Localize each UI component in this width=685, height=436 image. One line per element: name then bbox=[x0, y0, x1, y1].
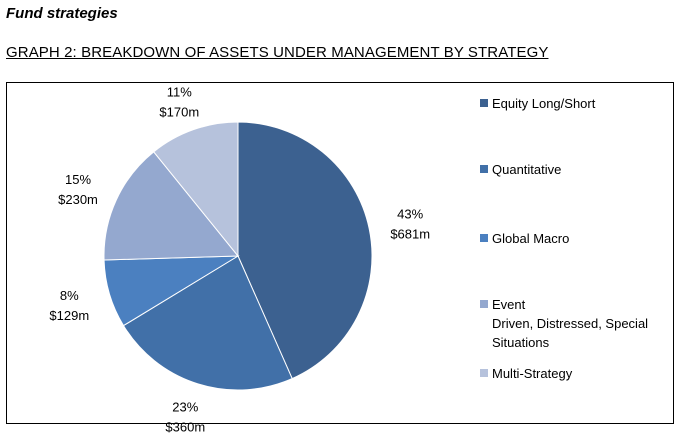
pie-slice-4 bbox=[103, 151, 240, 261]
graph-title: GRAPH 2: BREAKDOWN OF ASSETS UNDER MANAG… bbox=[6, 44, 549, 61]
pie-data-labels: 43% $681m 23% $360m 8% $129m 15% $230m 11% $170m bbox=[49, 85, 430, 435]
legend-swatch bbox=[480, 99, 488, 107]
pie-data-label: 11% $170m bbox=[159, 85, 199, 120]
pie-slice-2 bbox=[122, 255, 293, 391]
pie-percent-label: 23% bbox=[172, 399, 198, 414]
pie-percent-label: 15% bbox=[65, 172, 91, 187]
pie-slices bbox=[103, 121, 373, 391]
pie-slice-5 bbox=[153, 121, 239, 258]
pie-data-label: 15% $230m bbox=[58, 172, 98, 207]
legend-swatch bbox=[480, 300, 488, 308]
pie-data-label: 43% $681m bbox=[390, 207, 430, 242]
pie-percent-label: 8% bbox=[60, 288, 79, 303]
legend-swatch bbox=[480, 165, 488, 173]
legend-swatch bbox=[480, 234, 488, 242]
pie-amount-label: $170m bbox=[159, 105, 199, 120]
legend-label: Equity Long/Short bbox=[492, 96, 596, 111]
legend-label: Multi-Strategy bbox=[492, 366, 573, 381]
pie-percent-label: 43% bbox=[397, 207, 423, 222]
pie-data-label: 23% $360m bbox=[165, 399, 205, 434]
legend-label: Global Macro bbox=[492, 231, 570, 246]
pie-amount-label: $360m bbox=[165, 419, 205, 434]
legend-swatch bbox=[480, 369, 488, 377]
pie-percent-label: 11% bbox=[167, 85, 192, 100]
chart-legend: Equity Long/Short Quantitative Global Macr… bbox=[480, 0, 680, 436]
chart-frame bbox=[6, 82, 674, 424]
section-heading: Fund strategies bbox=[6, 5, 118, 22]
pie-amount-label: $129m bbox=[49, 308, 89, 323]
legend-label: Quantitative bbox=[492, 162, 562, 177]
pie-slice-1 bbox=[237, 121, 373, 380]
pie-data-label: 8% $129m bbox=[49, 288, 89, 323]
pie-amount-label: $230m bbox=[58, 192, 98, 207]
legend-label: Event Driven, Distressed, Special Situat… bbox=[492, 297, 649, 350]
pie-amount-label: $681m bbox=[390, 227, 430, 242]
